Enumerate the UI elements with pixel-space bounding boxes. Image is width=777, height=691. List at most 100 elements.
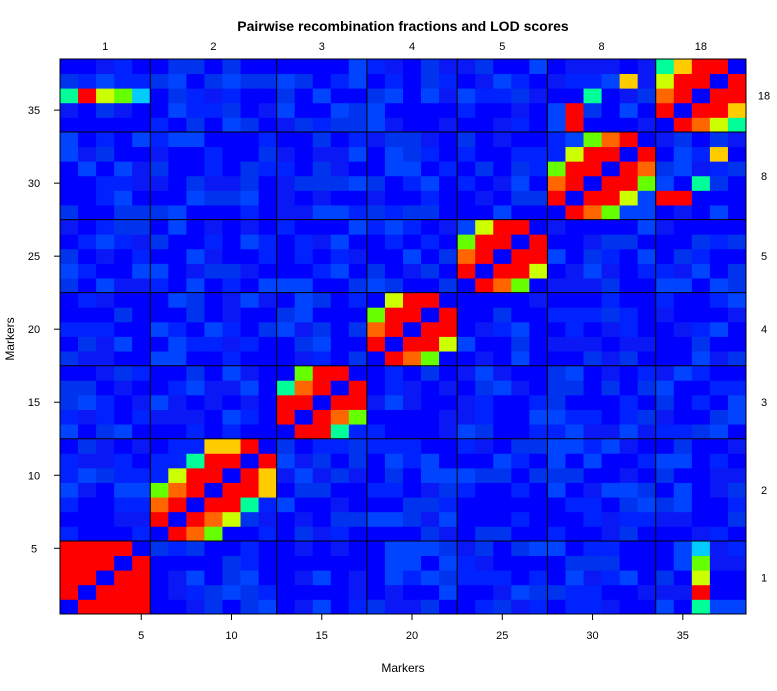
- heatmap-cell: [691, 234, 711, 250]
- heatmap-cell: [547, 175, 566, 191]
- heatmap-cell: [475, 526, 494, 542]
- heatmap-cell: [457, 175, 476, 191]
- heatmap-cell: [709, 263, 729, 279]
- heatmap-cell: [403, 263, 422, 279]
- heatmap-cell: [403, 497, 422, 513]
- heatmap-cell: [655, 132, 675, 148]
- chromosome-label-top: 2: [210, 41, 216, 53]
- heatmap-cell: [348, 599, 368, 615]
- heatmap-cell: [511, 132, 530, 148]
- heatmap-cell: [258, 59, 278, 75]
- heatmap-cell: [204, 351, 223, 367]
- heatmap-cell: [186, 365, 205, 381]
- heatmap-cell: [294, 380, 314, 396]
- heatmap-cell: [565, 117, 584, 133]
- heatmap-cell: [709, 175, 729, 191]
- heatmap-cell: [186, 205, 205, 221]
- heatmap-cell: [727, 394, 747, 410]
- heatmap-cell: [258, 599, 278, 615]
- heatmap-cell: [96, 351, 115, 367]
- heatmap-cell: [493, 234, 512, 250]
- heatmap-cell: [439, 263, 458, 279]
- heatmap-cell: [204, 497, 223, 513]
- heatmap-cell: [348, 117, 368, 133]
- chromosome-label-top: 8: [599, 41, 605, 53]
- heatmap-cell: [493, 263, 512, 279]
- heatmap-cell: [457, 292, 476, 308]
- heatmap-cell: [366, 365, 386, 381]
- heatmap-cell: [457, 278, 476, 294]
- heatmap-cell: [348, 438, 368, 454]
- heatmap-cell: [583, 394, 602, 410]
- heatmap-cell: [348, 336, 368, 352]
- heatmap-cell: [673, 424, 693, 440]
- heatmap-cell: [60, 73, 79, 89]
- chromosome-label-right: 5: [761, 251, 767, 263]
- heatmap-cell: [511, 467, 530, 483]
- heatmap-cell: [691, 292, 711, 308]
- heatmap-cell: [348, 248, 368, 264]
- heatmap-cell: [78, 584, 97, 600]
- heatmap-cell: [709, 73, 729, 89]
- heatmap-cell: [150, 526, 169, 542]
- heatmap-cell: [619, 453, 639, 469]
- heatmap-cell: [258, 248, 278, 264]
- heatmap-cell: [204, 263, 223, 279]
- heatmap-cell: [294, 73, 314, 89]
- heatmap-cell: [312, 132, 332, 148]
- heatmap-cell: [619, 365, 639, 381]
- heatmap-cell: [619, 146, 639, 162]
- heatmap-cell: [132, 336, 151, 352]
- heatmap-cell: [312, 482, 332, 498]
- heatmap-cell: [511, 511, 530, 527]
- heatmap-cell: [475, 409, 494, 425]
- chromosome-label-right: 2: [761, 485, 767, 497]
- heatmap-cell: [204, 307, 223, 323]
- heatmap-cell: [511, 161, 530, 177]
- heatmap-cell: [493, 570, 512, 586]
- heatmap-cell: [547, 570, 566, 586]
- heatmap-cell: [186, 526, 205, 542]
- heatmap-cell: [403, 88, 422, 104]
- heatmap-cell: [96, 540, 115, 556]
- heatmap-cell: [619, 132, 639, 148]
- heatmap-cell: [168, 248, 187, 264]
- heatmap-cell: [673, 219, 693, 235]
- heatmap-cell: [673, 467, 693, 483]
- heatmap-cell: [222, 482, 241, 498]
- heatmap-cell: [204, 336, 223, 352]
- heatmap-cell: [529, 132, 548, 148]
- heatmap-cell: [150, 570, 169, 586]
- heatmap-cell: [60, 88, 79, 104]
- heatmap-cell: [457, 190, 476, 206]
- heatmap-cell: [312, 292, 332, 308]
- heatmap-cell: [204, 190, 223, 206]
- heatmap-cell: [529, 540, 548, 556]
- heatmap-cell: [511, 540, 530, 556]
- heatmap-cell: [493, 321, 512, 337]
- heatmap-cell: [258, 205, 278, 221]
- heatmap-cell: [330, 467, 350, 483]
- heatmap-cell: [60, 482, 79, 498]
- heatmap-cell: [276, 467, 296, 483]
- heatmap-cell: [547, 511, 566, 527]
- heatmap-cell: [60, 219, 79, 235]
- y-axis: 5 10 15 20 25 30 35: [28, 105, 60, 555]
- heatmap-cell: [168, 511, 187, 527]
- heatmap-cell: [421, 555, 440, 571]
- heatmap-cell: [78, 511, 97, 527]
- heatmap-cell: [168, 190, 187, 206]
- heatmap-cell: [583, 540, 602, 556]
- heatmap-cell: [114, 336, 133, 352]
- heatmap-cell: [547, 482, 566, 498]
- heatmap-cell: [366, 190, 386, 206]
- heatmap-cell: [691, 409, 711, 425]
- heatmap-cell: [421, 380, 440, 396]
- heatmap-cell: [204, 73, 223, 89]
- heatmap-cell: [312, 175, 332, 191]
- chromosome-label-right: 1: [761, 572, 767, 584]
- heatmap-cell: [204, 102, 223, 118]
- heatmap-cell: [655, 175, 675, 191]
- heatmap-cell: [348, 555, 368, 571]
- heatmap-cell: [186, 234, 205, 250]
